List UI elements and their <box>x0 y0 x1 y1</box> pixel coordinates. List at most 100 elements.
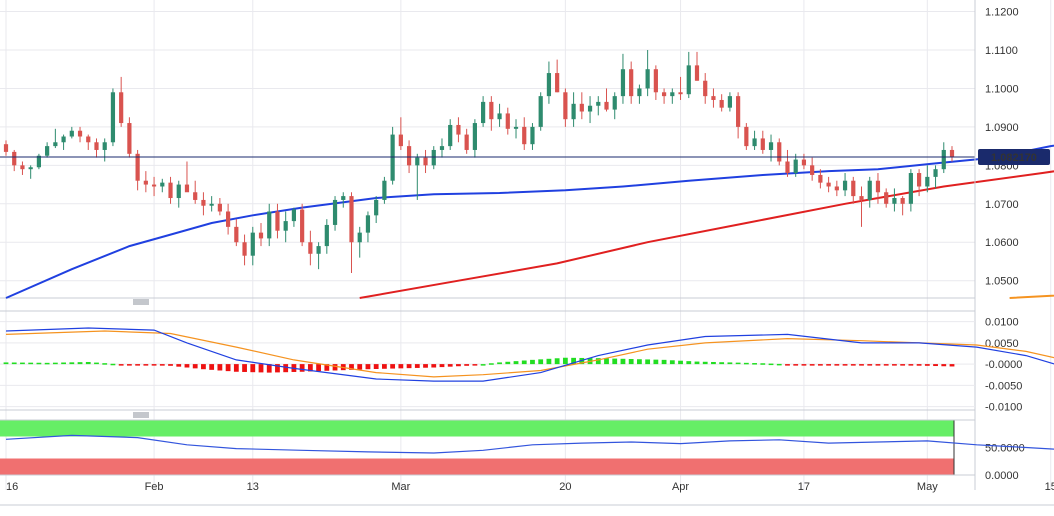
macd-line <box>5 327 1054 382</box>
macd-histogram-bar <box>52 362 58 365</box>
macd-histogram-bar <box>456 364 461 367</box>
candle <box>842 173 848 197</box>
candle-body <box>900 198 905 204</box>
candle <box>308 230 313 266</box>
macd-histogram-bar <box>834 364 840 366</box>
candle-body <box>851 180 856 197</box>
candle-body <box>217 203 222 212</box>
macd-histogram-bar <box>924 364 930 366</box>
candle <box>513 119 519 139</box>
candle-body <box>283 221 288 231</box>
candle <box>859 186 864 227</box>
macd-histogram-bar <box>143 364 149 366</box>
candle <box>933 165 938 189</box>
macd-histogram-bar <box>316 364 321 372</box>
candle-body <box>661 92 667 97</box>
macd-histogram-bar <box>900 364 906 366</box>
candle <box>226 203 231 235</box>
candle-body <box>472 123 477 150</box>
candle-body <box>258 232 264 239</box>
candle <box>349 192 354 274</box>
candle-body <box>406 146 412 166</box>
candle-body <box>916 173 922 187</box>
macd-histogram-bar <box>669 360 675 365</box>
price-pane: 1.12001.11001.10001.09001.08001.07001.06… <box>0 0 1054 490</box>
macd-histogram-bar <box>233 364 239 372</box>
price-tick-label-6: 1.0600 <box>985 237 1019 249</box>
candle <box>555 59 560 93</box>
candle <box>275 203 280 239</box>
candle-body <box>119 92 124 124</box>
candle-body <box>760 138 765 150</box>
candle-body <box>20 165 25 170</box>
candle-body <box>941 149 946 170</box>
macd-histogram-bar <box>538 359 544 365</box>
candle <box>160 178 165 193</box>
macd-histogram-bar <box>941 364 947 367</box>
macd-tick-label-4: -0.0100 <box>985 402 1022 414</box>
macd-histogram-bar <box>266 364 272 373</box>
time-tick-label-8: 15 <box>1045 481 1054 493</box>
macd-histogram-bar <box>250 364 256 373</box>
candle-body <box>324 224 329 247</box>
macd-histogram-bar <box>406 364 412 369</box>
candle-body <box>908 173 913 204</box>
macd-histogram-bar <box>743 362 749 365</box>
candle <box>102 138 107 162</box>
price-tick-label-0: 1.1200 <box>985 7 1019 19</box>
candle <box>341 192 346 208</box>
candle <box>20 161 25 175</box>
candle <box>785 149 790 177</box>
macd-histogram-bar <box>546 358 552 365</box>
macd-histogram-bar <box>809 364 815 366</box>
candle-body <box>785 161 790 174</box>
candle <box>53 128 58 149</box>
candle <box>250 226 255 266</box>
candle-body <box>135 153 140 181</box>
macd-histogram-bar <box>604 358 609 365</box>
candle-body <box>694 65 700 81</box>
candle-body <box>768 142 774 150</box>
macd-histogram-bar <box>817 364 823 366</box>
candle <box>127 117 132 158</box>
candle <box>826 176 831 193</box>
candle-body <box>579 103 584 112</box>
candle-body <box>439 146 445 150</box>
candle-body <box>94 142 99 150</box>
candle <box>834 180 839 197</box>
macd-histogram-bar <box>472 364 478 366</box>
macd-histogram-bar <box>20 362 25 365</box>
candle-body <box>332 199 338 225</box>
macd-histogram-bar <box>61 362 66 365</box>
macd-histogram-bar <box>859 364 864 366</box>
macd-histogram-bar <box>283 364 289 373</box>
candle-body <box>267 211 272 239</box>
candle <box>587 96 593 124</box>
candle-body <box>653 69 658 93</box>
macd-histogram-bar <box>135 364 141 366</box>
candle-body <box>892 198 897 204</box>
candle-body <box>678 92 683 95</box>
candle <box>530 123 535 150</box>
macd-histogram-bar <box>497 362 502 365</box>
candle <box>168 176 173 204</box>
candle <box>291 207 297 227</box>
candle <box>209 196 214 212</box>
candle <box>538 92 543 131</box>
macd-histogram-bar <box>637 359 642 365</box>
candle <box>119 76 124 127</box>
candle-body <box>793 159 798 174</box>
candle <box>637 84 642 104</box>
macd-histogram-bar <box>168 364 173 366</box>
macd-histogram-bar <box>850 364 856 366</box>
candle <box>736 92 741 139</box>
rsi-overbought-band <box>0 420 954 437</box>
macd-histogram-bar <box>307 364 313 372</box>
candle-body <box>184 184 190 193</box>
candle-body <box>415 157 420 166</box>
candle-body <box>316 246 321 254</box>
candle <box>719 94 724 112</box>
candle <box>316 242 321 270</box>
candle <box>456 117 461 143</box>
